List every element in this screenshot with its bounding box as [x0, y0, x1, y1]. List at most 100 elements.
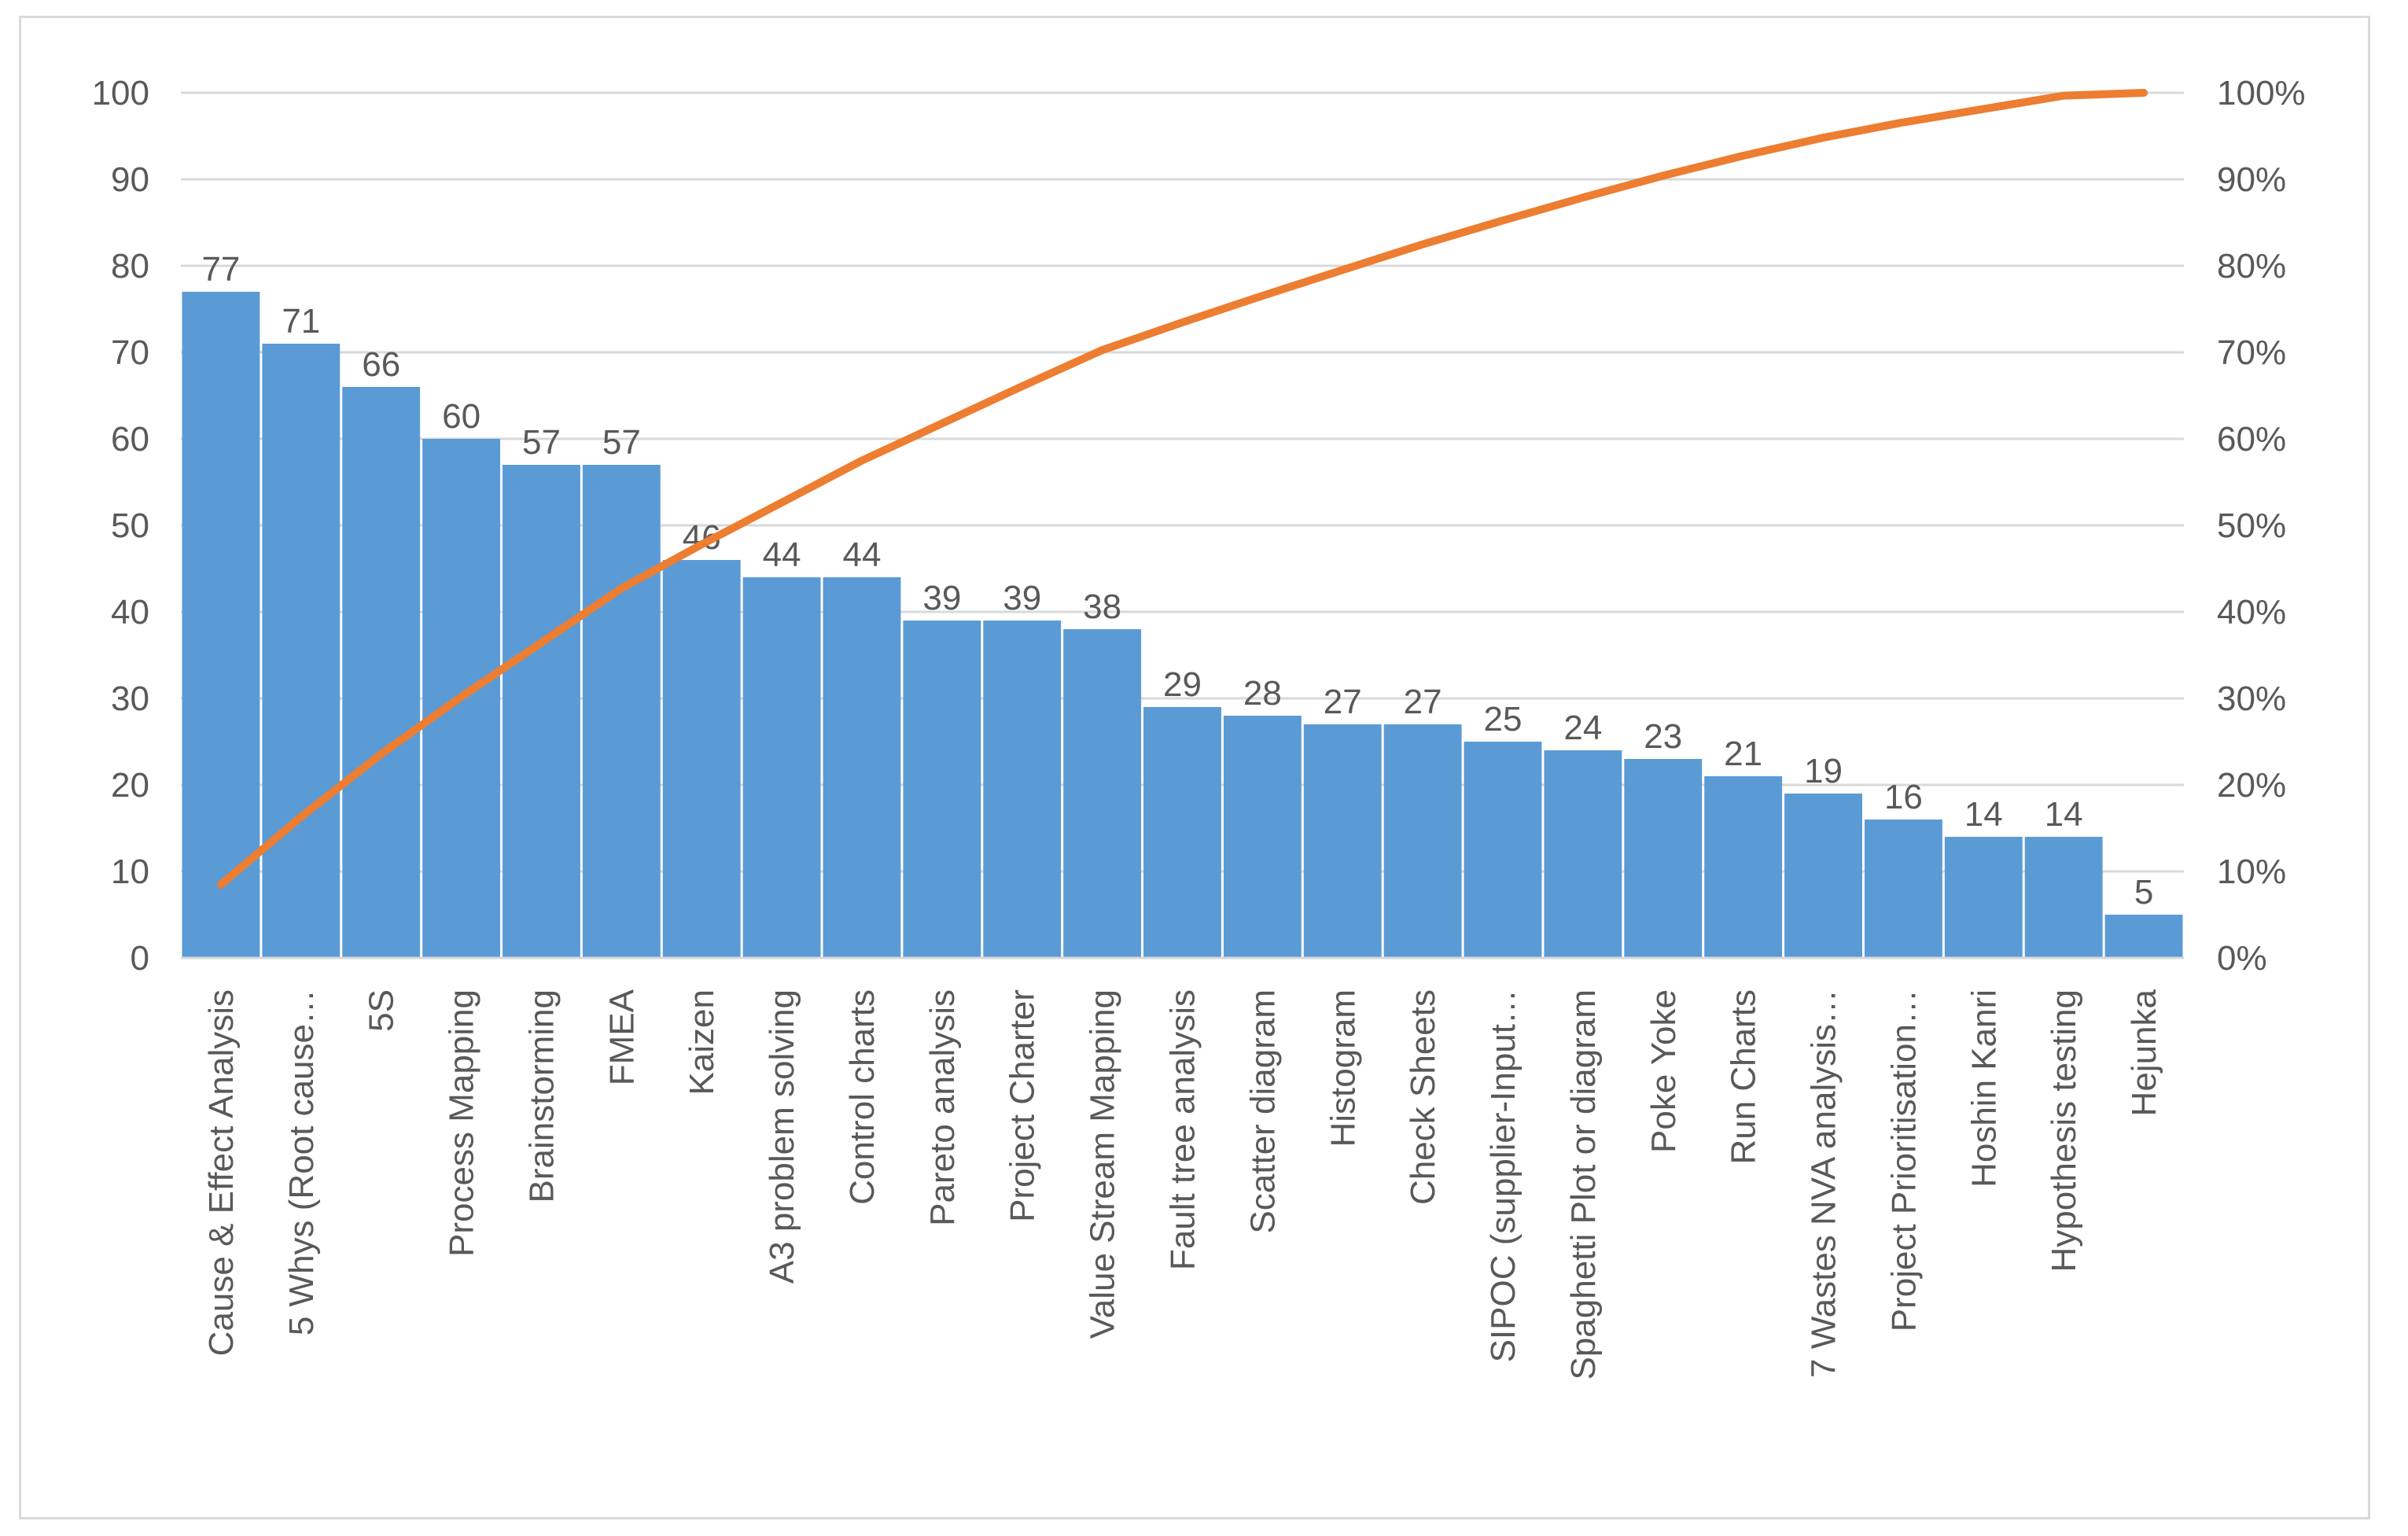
x-category-label: 5 Whys (Root cause…: [282, 989, 321, 1335]
y2-tick-label: 80%: [2217, 247, 2286, 285]
x-axis: Cause & Effect Analysis 5 Whys (Root caus…: [181, 956, 2184, 1380]
data-label: 19: [1804, 752, 1843, 790]
y2-tick-label: 50%: [2217, 506, 2286, 545]
x-category-label: Project Prioritisation…: [1884, 989, 1923, 1332]
bars: [182, 292, 2183, 958]
y-tick-label: 90: [111, 160, 149, 199]
y-tick-label: 100: [92, 74, 149, 112]
cumulative-line: [216, 89, 2148, 889]
bar: [503, 465, 580, 958]
bar: [1143, 707, 1221, 958]
bar: [903, 621, 981, 958]
y-axis-right: 0% 10% 20% 30% 40% 50% 60% 70% 80% 90% 100%: [2217, 74, 2306, 978]
bar: [1063, 629, 1142, 958]
data-label: 60: [442, 397, 480, 436]
x-category-label: Brainstorming: [522, 989, 561, 1203]
bar: [2104, 915, 2183, 958]
bar: [2024, 837, 2103, 958]
x-category-label: Poke Yoke: [1644, 989, 1683, 1153]
data-label: 44: [763, 536, 801, 574]
y-tick-label: 50: [111, 506, 149, 545]
y-tick-label: 20: [111, 766, 149, 805]
data-label: 5: [2134, 873, 2153, 912]
bar: [1704, 776, 1783, 958]
data-label: 57: [602, 423, 641, 462]
y2-tick-label: 60%: [2217, 420, 2286, 459]
y-tick-label: 0: [131, 939, 149, 978]
cumulative-percent-line: [216, 89, 2148, 889]
bar: [1464, 742, 1542, 958]
data-label: 28: [1243, 674, 1282, 713]
x-category-label: Hejunka: [2125, 989, 2163, 1116]
y2-tick-label: 90%: [2217, 160, 2286, 199]
data-label: 27: [1404, 683, 1442, 721]
y-tick-label: 60: [111, 420, 149, 459]
x-category-label: Control charts: [843, 989, 882, 1205]
data-label: 14: [2045, 795, 2083, 834]
x-category-label: Pareto analysis: [923, 989, 962, 1226]
x-category-label: 7 Wastes NVA analysis…: [1805, 989, 1843, 1378]
data-label: 66: [362, 345, 400, 384]
bar: [823, 577, 901, 958]
data-label: 27: [1324, 683, 1362, 721]
bar: [1624, 759, 1703, 958]
y-tick-label: 80: [111, 247, 149, 285]
bar: [1944, 837, 2023, 958]
bar: [742, 577, 821, 958]
data-label: 25: [1484, 700, 1522, 739]
x-category-label: Histogram: [1324, 989, 1362, 1147]
x-category-label: Run Charts: [1725, 989, 1763, 1165]
bar: [342, 387, 421, 958]
data-label: 44: [843, 536, 882, 574]
y2-tick-label: 40%: [2217, 593, 2286, 632]
data-label: 39: [922, 579, 961, 617]
x-category-label: Check Sheets: [1404, 989, 1442, 1205]
y2-tick-label: 10%: [2217, 853, 2286, 891]
bar: [1303, 724, 1382, 958]
bar: [182, 292, 260, 958]
x-category-label: Kaizen: [683, 989, 721, 1096]
x-category-label: SIPOC (supplier-Input…: [1484, 989, 1522, 1362]
bar: [983, 621, 1062, 958]
data-label: 21: [1724, 735, 1762, 773]
x-category-label: Process Mapping: [443, 989, 481, 1257]
bar: [662, 560, 741, 958]
bar: [1864, 820, 1942, 958]
y2-tick-label: 70%: [2217, 333, 2286, 372]
bar: [1544, 750, 1622, 958]
x-category-label: Project Charter: [1003, 989, 1042, 1222]
y-axis-left: 0 10 20 30 40 50 60 70 80 90 100: [92, 74, 149, 978]
x-category-label: Cause & Effect Analysis: [202, 989, 241, 1356]
y-tick-label: 10: [111, 853, 149, 891]
x-category-label: A3 problem solving: [763, 989, 801, 1284]
data-label: 77: [201, 250, 240, 289]
x-category-label: Scatter diagram: [1243, 989, 1282, 1234]
x-category-label: Spaghetti Plot or diagram: [1564, 989, 1603, 1380]
bar: [1223, 716, 1302, 958]
y-tick-label: 30: [111, 680, 149, 718]
x-category-label: FMEA: [602, 989, 641, 1085]
x-category-label: Hoshin Kanri: [1964, 989, 2003, 1188]
data-label: 39: [1003, 579, 1041, 617]
x-category-label: 5S: [363, 989, 401, 1032]
data-label: 71: [282, 302, 320, 341]
y2-tick-label: 20%: [2217, 766, 2286, 805]
bar: [262, 344, 341, 958]
y2-tick-label: 30%: [2217, 680, 2286, 718]
y2-tick-label: 0%: [2217, 939, 2267, 978]
data-label: 38: [1083, 588, 1121, 626]
y-tick-label: 70: [111, 333, 149, 372]
bar: [1784, 794, 1862, 958]
bar: [1383, 724, 1462, 958]
bar: [582, 465, 661, 958]
data-label: 57: [522, 423, 561, 462]
x-category-label: Fault tree analysis: [1164, 989, 1202, 1270]
x-category-label: Value Stream Mapping: [1084, 989, 1122, 1339]
data-label: 14: [1964, 795, 2003, 834]
data-label: 24: [1563, 709, 1602, 747]
y2-tick-label: 100%: [2217, 74, 2306, 112]
data-label: 16: [1884, 778, 1923, 816]
y-tick-label: 40: [111, 593, 149, 632]
